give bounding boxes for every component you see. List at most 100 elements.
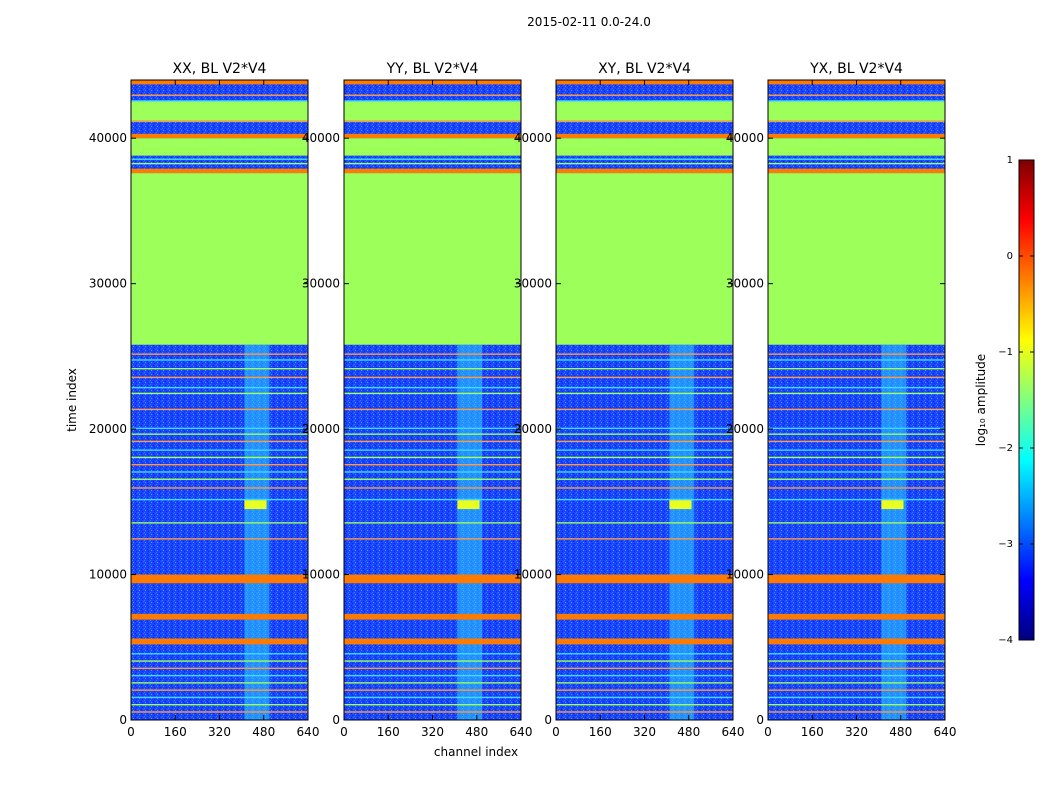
y-tick-label: 40000 [514,131,552,145]
time-stripe [768,689,945,691]
rfi-time-band [344,574,521,584]
y-tick-label: 0 [332,713,340,727]
flagged-region-mid [556,138,733,156]
panel-title: YY, BL V2*V4 [386,61,479,77]
time-stripe [556,696,733,699]
time-stripe [556,440,733,443]
time-stripe [768,112,945,114]
x-tick-label: 0 [127,725,135,739]
time-stripe [768,120,945,123]
y-tick-label: 30000 [726,277,764,291]
rfi-time-band [768,168,945,174]
time-stripe [768,162,945,165]
time-stripe [344,440,521,443]
x-tick-label: 160 [377,725,400,739]
time-stripe [344,682,521,684]
time-stripe [768,449,945,451]
time-stripe [344,464,521,466]
time-stripe [344,689,521,691]
panel-title: XY, BL V2*V4 [598,61,691,77]
x-tick-label: 640 [934,725,957,739]
flagged-region-upper [344,100,521,121]
time-stripe [344,538,521,540]
time-stripe [344,112,521,114]
time-stripe [344,660,521,662]
x-tick-label: 320 [633,725,656,739]
time-stripe [556,522,733,524]
flagged-region-upper [556,100,733,121]
time-stripe [768,667,945,670]
rfi-burst [881,498,904,510]
time-stripe [344,408,521,411]
time-stripe [556,667,733,670]
time-stripe [131,408,308,411]
time-stripe [131,464,308,466]
time-stripe [768,711,945,713]
rfi-time-band [556,613,733,620]
time-stripe [344,359,521,361]
time-stripe [131,653,308,655]
time-stripe [556,456,733,459]
time-stripe [768,100,945,102]
rfi-channel-band [457,344,483,720]
time-stripe [768,464,945,466]
time-stripe [131,162,308,165]
time-stripe [131,667,308,670]
time-stripe [131,440,308,443]
x-tick-label: 640 [297,725,320,739]
x-tick-label: 320 [421,725,444,739]
time-stripe [556,653,733,655]
flagged-region-mid [344,138,521,156]
time-stripe [556,368,733,370]
time-stripe [556,392,733,395]
colorbar-tick-label: 0 [1007,251,1013,262]
colorbar-gradient [1018,159,1035,641]
time-stripe [768,392,945,395]
y-tick-label: 0 [119,713,127,727]
time-stripe [131,674,308,677]
time-stripe [344,392,521,395]
rfi-time-band [556,638,733,645]
y-tick-label: 0 [756,713,764,727]
time-stripe [131,427,308,430]
time-stripe [768,359,945,361]
rfi-time-band [131,133,308,139]
x-axis-label: channel index [434,745,518,759]
flagged-region [768,173,945,345]
time-stripe [556,471,733,473]
time-stripe [768,353,945,355]
rfi-time-band [556,168,733,174]
time-stripe [344,449,521,451]
time-stripe [131,359,308,361]
time-stripe [131,471,308,473]
x-tick-label: 320 [845,725,868,739]
rfi-time-band [344,613,521,620]
x-tick-label: 480 [465,725,488,739]
time-stripe [556,674,733,677]
time-stripe [768,498,945,501]
time-stripe [344,368,521,370]
flagged-region-upper [768,100,945,121]
time-stripe [344,376,521,379]
time-stripe [768,368,945,370]
time-stripe [556,359,733,361]
flagged-region [344,173,521,345]
x-tick-label: 320 [208,725,231,739]
flagged-region-mid [768,138,945,156]
rfi-time-band [131,168,308,174]
flagged-region-upper [131,100,308,121]
rfi-time-band [344,168,521,174]
time-stripe [556,682,733,684]
time-stripe [344,674,521,677]
time-stripe [556,386,733,389]
y-tick-label: 30000 [89,277,127,291]
colorbar: 1 0 −1 −2 −3 −4 log₁₀ amplitude [974,155,1035,646]
x-tick-label: 0 [552,725,560,739]
time-stripe [768,408,945,411]
time-stripe [556,433,733,435]
time-stripe [344,427,521,430]
time-stripe [131,522,308,524]
time-stripe [131,368,308,370]
time-stripe [556,408,733,411]
time-stripe [556,478,733,480]
